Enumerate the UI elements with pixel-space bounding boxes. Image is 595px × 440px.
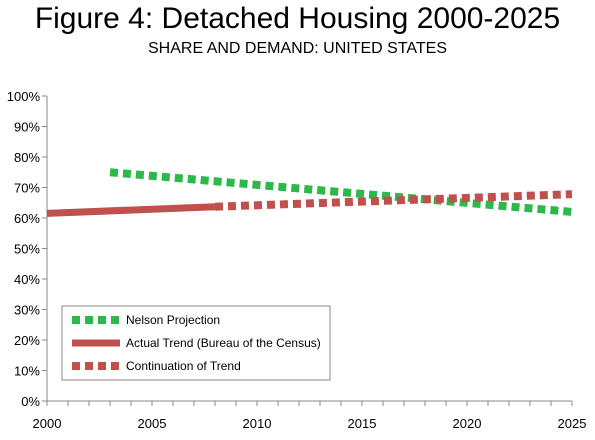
y-tick-label: 60% <box>14 211 40 226</box>
x-tick-label: 2000 <box>33 416 62 431</box>
y-tick-label: 30% <box>14 303 40 318</box>
y-tick-label: 50% <box>14 242 40 257</box>
legend-label-1: Nelson Projection <box>126 313 220 327</box>
x-tick-label: 2020 <box>453 416 482 431</box>
series-layer <box>46 168 573 217</box>
x-tick-label: 2015 <box>348 416 377 431</box>
y-tick-label: 20% <box>14 333 40 348</box>
x-axis: 2000 2005 2010 2015 2020 2025 <box>33 400 587 431</box>
series-line-2 <box>46 203 216 217</box>
y-tick-label: 100% <box>7 89 41 104</box>
y-tick-label: 70% <box>14 181 40 196</box>
chart-subtitle: SHARE AND DEMAND: UNITED STATES <box>148 40 447 57</box>
series-line-3 <box>214 190 573 211</box>
y-tick-label: 40% <box>14 272 40 287</box>
chart-title: Figure 4: Detached Housing 2000-2025 <box>34 2 561 35</box>
x-tick-label: 2025 <box>558 416 587 431</box>
y-axis: 0% 10% 20% 30% 40% 50% 60% 70% 80% 90% 100% <box>7 89 48 409</box>
x-tick-label: 2010 <box>243 416 272 431</box>
legend: Nelson Projection Actual Trend (Bureau of… <box>61 305 331 381</box>
legend-label-3: Continuation of Trend <box>126 359 241 373</box>
legend-label-2: Actual Trend (Bureau of the Census) <box>126 336 321 350</box>
y-tick-label: 10% <box>14 364 40 379</box>
y-tick-label: 80% <box>14 150 40 165</box>
x-tick-label: 2005 <box>138 416 167 431</box>
y-tick-label: 0% <box>21 394 40 409</box>
y-tick-label: 90% <box>14 120 40 135</box>
